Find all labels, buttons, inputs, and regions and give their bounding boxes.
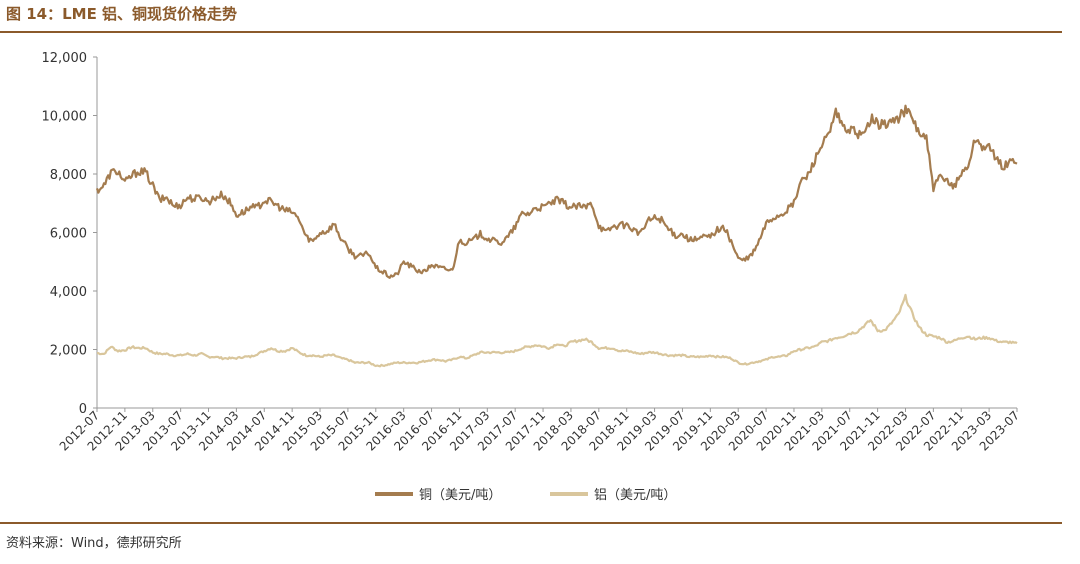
legend-label: 铝（美元/吨） xyxy=(594,488,676,503)
legend: 铜（美元/吨） 铝（美元/吨） xyxy=(375,488,676,503)
figure-title: 图 14：LME 铝、铜现货价格走势 xyxy=(6,5,238,23)
series-layer xyxy=(95,104,1018,368)
y-tick-label: 12,000 xyxy=(42,51,88,66)
y-tick-label: 2,000 xyxy=(50,344,87,359)
y-tick-label: 6,000 xyxy=(50,227,87,242)
y-axis: 0 2,000 4,000 6,000 8,000 10,000 12,000 xyxy=(42,51,98,417)
y-tick-label: 10,000 xyxy=(42,110,88,125)
x-axis: 2012-072012-112013-032013-072013-112014-… xyxy=(57,407,1022,454)
y-tick-label: 4,000 xyxy=(50,285,87,300)
series-line xyxy=(95,104,1018,279)
series-line xyxy=(96,293,1018,368)
bottom-rule xyxy=(0,522,1062,524)
top-rule xyxy=(0,31,1062,33)
y-tick-label: 0 xyxy=(79,402,87,417)
legend-label: 铜（美元/吨） xyxy=(419,488,501,503)
line-chart: 0 2,000 4,000 6,000 8,000 10,000 12,000 2012-0… xyxy=(42,51,1023,503)
y-tick-label: 8,000 xyxy=(50,168,87,183)
source-note: 资料来源：Wind，德邦研究所 xyxy=(6,536,182,551)
